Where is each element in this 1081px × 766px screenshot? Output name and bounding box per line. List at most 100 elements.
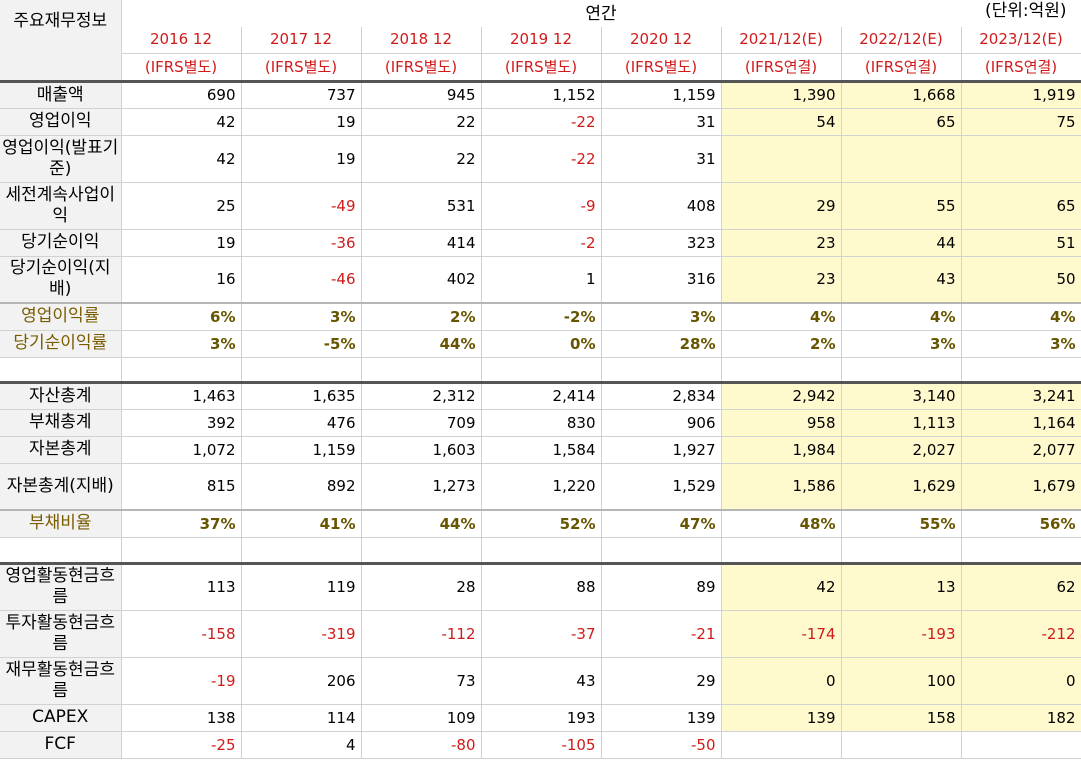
table-cell: 958 [721, 409, 842, 437]
table-cell: 2,312 [361, 380, 482, 410]
table-cell [961, 135, 1081, 183]
row-label: 자본총계 [0, 436, 122, 464]
table-cell: 414 [361, 229, 482, 257]
table-row: 영업이익(발표기준) 42 19 22 -22 31 [0, 135, 1081, 183]
spacer-cell [241, 357, 362, 383]
row-label: 자산총계 [0, 380, 122, 410]
table-row: 세전계속사업이익 25 -49 531 -9 408 29 55 65 [0, 182, 1081, 230]
table-cell: 2,414 [481, 380, 602, 410]
table-cell: 1,159 [241, 436, 362, 464]
table-cell [721, 135, 842, 183]
year-header: 2018 12 [361, 27, 482, 54]
table-cell: -50 [601, 731, 722, 759]
spacer-cell [481, 537, 602, 564]
table-cell: 206 [241, 657, 362, 705]
spacer-cell [0, 357, 122, 383]
table-cell: 392 [121, 409, 242, 437]
header-corner: 주요재무정보 [0, 0, 122, 83]
table-row: 당기순이익률 3% -5% 44% 0% 28% 2% 3% 3% [0, 330, 1081, 358]
table-cell: 3% [601, 302, 722, 331]
basis-header: (IFRS별도) [361, 53, 482, 83]
table-cell: -193 [841, 610, 962, 658]
table-cell: 830 [481, 409, 602, 437]
table-cell: 4% [721, 302, 842, 331]
table-cell: 65 [961, 182, 1081, 230]
table-cell: 1,220 [481, 463, 602, 511]
table-cell: -46 [241, 256, 362, 304]
table-cell: 55% [841, 509, 962, 538]
period-label: 연간 [585, 3, 617, 24]
table-cell: 55 [841, 182, 962, 230]
table-cell: 13 [841, 561, 962, 611]
table-cell [841, 731, 962, 759]
table-cell: 193 [481, 704, 602, 732]
table-cell: 3,140 [841, 380, 962, 410]
table-cell: -21 [601, 610, 722, 658]
table-cell: 23 [721, 256, 842, 304]
table-cell: 815 [121, 463, 242, 511]
table-cell: 42 [721, 561, 842, 611]
table-cell: 43 [841, 256, 962, 304]
spacer-row [0, 537, 1081, 564]
table-cell: 2,027 [841, 436, 962, 464]
table-cell: 75 [961, 108, 1081, 136]
year-header: 2019 12 [481, 27, 602, 54]
table-cell: 19 [241, 135, 362, 183]
table-cell: 52% [481, 509, 602, 538]
table-cell: 2,942 [721, 380, 842, 410]
table-cell: -80 [361, 731, 482, 759]
table-cell: 906 [601, 409, 722, 437]
row-label: 세전계속사업이익 [0, 182, 122, 230]
row-label: 당기순이익 [0, 229, 122, 257]
table-cell: 1,927 [601, 436, 722, 464]
row-label: 영업이익(발표기준) [0, 135, 122, 183]
table-cell: -36 [241, 229, 362, 257]
table-cell: -158 [121, 610, 242, 658]
table-row: FCF -25 4 -80 -105 -50 [0, 731, 1081, 759]
row-label: 매출액 [0, 81, 122, 109]
table-cell: -37 [481, 610, 602, 658]
table-cell: 113 [121, 561, 242, 611]
table-cell: 28% [601, 330, 722, 358]
table-cell: 0% [481, 330, 602, 358]
table-cell: 316 [601, 256, 722, 304]
row-label: 자본총계(지배) [0, 463, 122, 511]
table-cell: 44% [361, 509, 482, 538]
table-cell: 476 [241, 409, 362, 437]
basis-header: (IFRS별도) [121, 53, 242, 83]
table-cell: 323 [601, 229, 722, 257]
table-cell: 1,072 [121, 436, 242, 464]
table-cell: -112 [361, 610, 482, 658]
table-body: 매출액 690 737 945 1,152 1,159 1,390 1,668 1,919 영업이… [0, 81, 1081, 759]
table-cell: 19 [121, 229, 242, 257]
table-cell: 0 [961, 657, 1081, 705]
table-cell: 51 [961, 229, 1081, 257]
table-cell: 0 [721, 657, 842, 705]
header-period-cell: 연간 (단위:억원) [121, 0, 1081, 27]
year-header: 2016 12 [121, 27, 242, 54]
table-cell: 2,077 [961, 436, 1081, 464]
spacer-cell [481, 357, 602, 383]
spacer-cell [721, 357, 842, 383]
table-cell: 56% [961, 509, 1081, 538]
table-row: 자본총계(지배) 815 892 1,273 1,220 1,529 1,586 1,629 1… [0, 463, 1081, 511]
basis-header: (IFRS연결) [841, 53, 962, 83]
table-cell: 1 [481, 256, 602, 304]
table-cell: 29 [721, 182, 842, 230]
spacer-cell [841, 537, 962, 564]
spacer-cell [361, 357, 482, 383]
table-cell: 1,919 [961, 81, 1081, 109]
table-row: 영업이익 42 19 22 -22 31 54 65 75 [0, 108, 1081, 136]
table-cell: 50 [961, 256, 1081, 304]
table-cell: 945 [361, 81, 482, 109]
table-row: 당기순이익(지배) 16 -46 402 1 316 23 43 50 [0, 256, 1081, 304]
table-cell: 48% [721, 509, 842, 538]
table-cell: 1,529 [601, 463, 722, 511]
table-cell: 1,159 [601, 81, 722, 109]
table-cell: 402 [361, 256, 482, 304]
table-cell: 37% [121, 509, 242, 538]
table-cell: 109 [361, 704, 482, 732]
table-cell: -174 [721, 610, 842, 658]
table-cell: 1,584 [481, 436, 602, 464]
row-label: 영업활동현금흐름 [0, 561, 122, 611]
